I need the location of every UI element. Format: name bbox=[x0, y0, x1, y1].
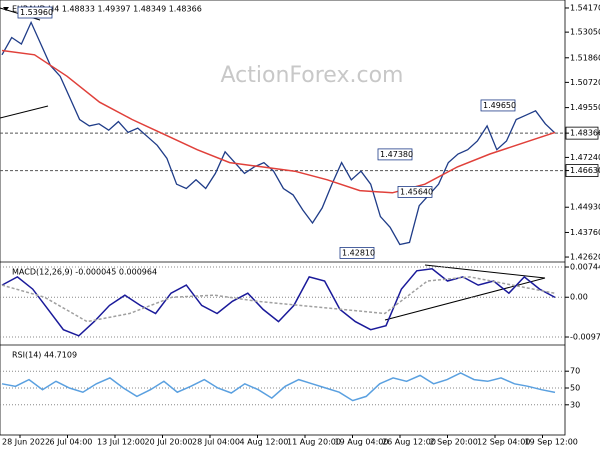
y-tick-label: 1.49550 bbox=[570, 103, 600, 112]
annotation-label: 1.47380 bbox=[380, 150, 413, 159]
series-line bbox=[1, 372, 556, 402]
frame bbox=[0, 0, 566, 436]
dropdown-icon bbox=[3, 7, 9, 11]
annotation-box bbox=[339, 247, 375, 259]
x-tick-label: 28 Jun 2022 bbox=[2, 438, 50, 447]
annotation-box bbox=[397, 186, 433, 198]
series-line bbox=[1, 276, 556, 323]
y-tick-label: 0.007441 bbox=[570, 263, 600, 272]
series-line bbox=[1, 20, 556, 246]
x-tick-label: 19 Aug 04:00 bbox=[335, 438, 389, 447]
x-tick-label: 28 Jul 04:00 bbox=[192, 438, 240, 447]
panel-title: RSI(14) 44.7109 bbox=[12, 351, 77, 360]
y-tick-label: 1.51860 bbox=[570, 53, 600, 62]
x-tick-label: 4 Aug 12:00 bbox=[240, 438, 289, 447]
x-tick-label: 2 Sep 20:00 bbox=[430, 438, 478, 447]
x-tick-label: 26 Aug 12:00 bbox=[382, 438, 436, 447]
annotation-label: 1.42810 bbox=[342, 248, 375, 257]
annotation-box bbox=[480, 99, 516, 112]
y-tick-label: 70 bbox=[570, 367, 580, 376]
annotation-box bbox=[377, 148, 413, 161]
y-tick-label: 1.48366 bbox=[570, 129, 600, 138]
y-tick-label: 1.42620 bbox=[570, 253, 600, 262]
x-tick-label: 20 Jul 20:00 bbox=[145, 438, 193, 447]
watermark: ActionForex.com bbox=[221, 63, 404, 88]
y-tick-label: 1.43760 bbox=[570, 228, 600, 237]
y-tick-label: 1.54170 bbox=[570, 3, 600, 12]
panel-title: MACD(12,26,9) -0.000045 0.000964 bbox=[12, 268, 157, 277]
y-tick-label: 1.50720 bbox=[570, 78, 600, 87]
x-tick-label: 13 Jul 12:00 bbox=[97, 438, 145, 447]
series-line bbox=[1, 49, 556, 194]
x-tick-label: 12 Sep 04:00 bbox=[477, 438, 530, 447]
y-tick-label: 1.53050 bbox=[570, 28, 600, 37]
annotation-label: 1.49650 bbox=[483, 101, 516, 110]
y-tick-label: 1.44930 bbox=[570, 203, 600, 212]
x-tick-label: 11 Aug 20:00 bbox=[287, 438, 341, 447]
annotation-box bbox=[17, 6, 53, 19]
y-tick-label: -0.009794 bbox=[570, 333, 600, 342]
y-tick-label: 1.47240 bbox=[570, 153, 600, 162]
panel-title: EURAUD,H4 1.48833 1.49397 1.48349 1.4836… bbox=[12, 5, 202, 14]
annotation-label: 1.45640 bbox=[400, 187, 433, 196]
annotation-label: 1.53960 bbox=[20, 8, 53, 17]
x-tick-label: 6 Jul 04:00 bbox=[50, 438, 93, 447]
trendline bbox=[384, 277, 546, 321]
y-tick-label: 50 bbox=[570, 384, 580, 393]
y-tick-label: 0.00 bbox=[570, 293, 588, 302]
y-tick-label: 30 bbox=[570, 400, 580, 409]
y-tick-label: 1.46630 bbox=[570, 166, 600, 175]
x-tick-label: 19 Sep 12:00 bbox=[525, 438, 578, 447]
trendline bbox=[0, 105, 49, 119]
